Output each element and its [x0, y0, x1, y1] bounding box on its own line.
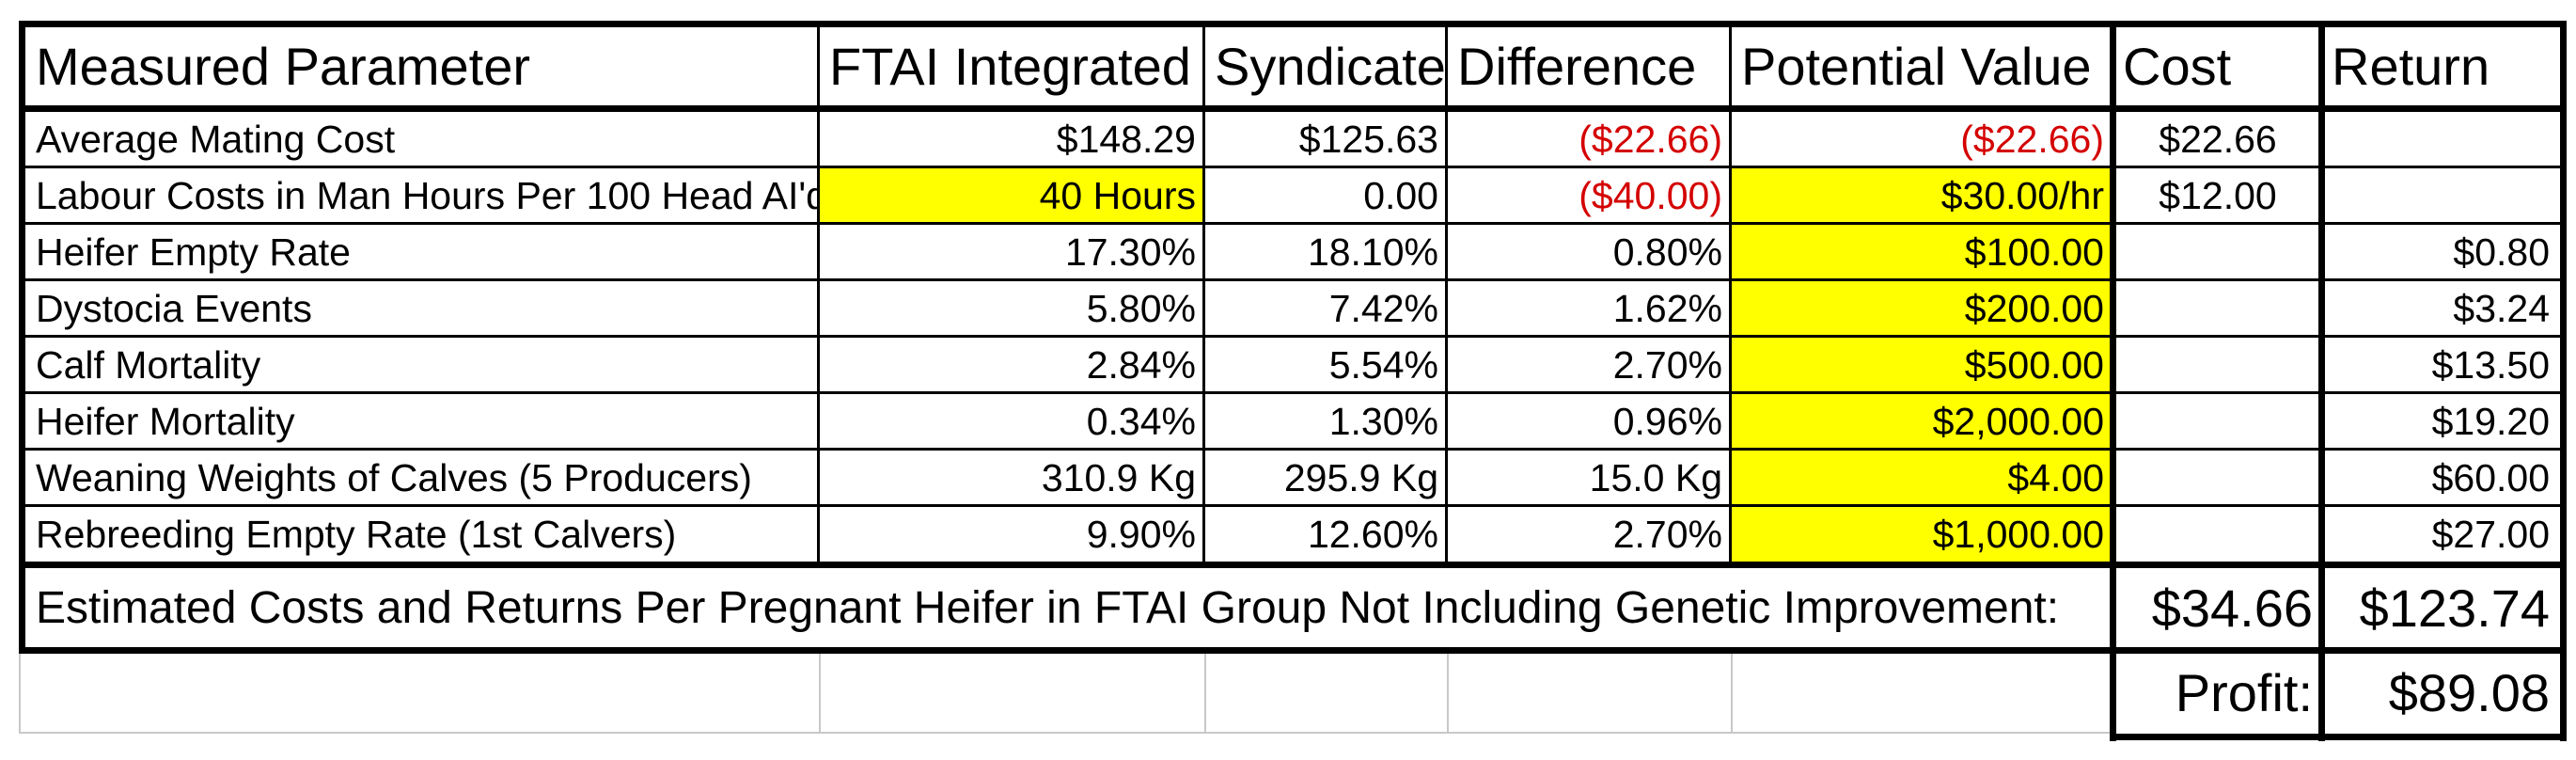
table-row-potential: $500.00 — [1732, 337, 2113, 393]
table-row-ftai: 310.9 Kg — [1041, 455, 1196, 499]
table-row-difference: 2.70% — [1612, 512, 1722, 556]
summary-label: Estimated Costs and Returns Per Pregnant… — [36, 582, 2060, 633]
table-row-return: $60.00 — [2431, 455, 2550, 499]
table-row-param: Labour Costs in Man Hours Per 100 Head A… — [36, 173, 820, 217]
table-row-syndicate: 18.10% — [1307, 230, 1438, 274]
table-row-ftai: 5.80% — [1086, 286, 1196, 330]
row-divider — [19, 448, 2567, 451]
table-row-cost — [2113, 280, 2322, 337]
column-divider — [1445, 21, 1448, 566]
gridline — [19, 653, 21, 734]
table-row-potential: $100.00 — [1732, 224, 2113, 280]
table-row-difference: ($22.66) — [1579, 117, 1722, 161]
table-row-cost — [2113, 224, 2322, 280]
table-row-return: $13.50 — [2431, 342, 2550, 387]
table-row-param: Heifer Mortality — [36, 399, 295, 443]
header-return: Return — [2332, 36, 2490, 96]
row-divider — [19, 335, 2567, 338]
row-divider — [19, 391, 2567, 394]
table-row-cost — [2113, 393, 2322, 450]
table-row-syndicate: 1.30% — [1328, 399, 1438, 443]
profit-right-border — [2560, 647, 2567, 741]
table-row-syndicate: 5.54% — [1328, 342, 1438, 387]
table-row-ftai: 0.34% — [1086, 399, 1196, 443]
header-ftai-integrated: FTAI Integrated — [829, 36, 1191, 96]
table-row-difference: 15.0 Kg — [1589, 455, 1722, 499]
table-row-syndicate: 12.60% — [1307, 512, 1438, 556]
table-row-potential: $4.00 — [1732, 450, 2113, 506]
header-syndicate: Syndicate — [1215, 36, 1446, 96]
table-row-potential: $30.00/hr — [1732, 167, 2113, 224]
table-row-syndicate: 0.00 — [1363, 173, 1438, 217]
header-difference: Difference — [1457, 36, 1697, 96]
table-row-difference: 1.62% — [1612, 286, 1722, 330]
summary-top-divider — [19, 562, 2567, 568]
border-top — [19, 21, 2567, 27]
table-row-cost — [2113, 450, 2322, 506]
table-row-ftai: 40 Hours — [820, 167, 1205, 224]
table-row-difference: 0.96% — [1612, 399, 1722, 443]
profit-bottom-border — [2110, 734, 2567, 740]
summary-bottom-divider — [19, 647, 2567, 654]
summary-cost-total: $34.66 — [2151, 578, 2313, 638]
table-row-syndicate: 7.42% — [1328, 286, 1438, 330]
gridline — [1204, 653, 1206, 734]
table-row-cost — [2113, 337, 2322, 393]
table-row-ftai: 2.84% — [1086, 342, 1196, 387]
table-row-param: Rebreeding Empty Rate (1st Calvers) — [36, 512, 677, 556]
table-row-return: $19.20 — [2431, 399, 2550, 443]
table-row-param: Heifer Empty Rate — [36, 230, 351, 274]
table-row-syndicate: 295.9 Kg — [1283, 455, 1438, 499]
table-row-cost: $12.00 — [2159, 173, 2277, 217]
profit-value: $89.08 — [2388, 662, 2550, 722]
table-row-potential: $2,000.00 — [1732, 393, 2113, 450]
table-row-ftai: 17.30% — [1064, 230, 1196, 274]
header-measured-parameter: Measured Parameter — [36, 36, 531, 96]
table-row-param: Average Mating Cost — [36, 117, 396, 161]
table-row-ftai: 9.90% — [1086, 512, 1196, 556]
table-row-difference: ($40.00) — [1579, 173, 1722, 217]
table-row-return: $27.00 — [2431, 512, 2550, 556]
table-row-potential: ($22.66) — [1960, 117, 2104, 161]
table-row-ftai: $148.29 — [1056, 117, 1196, 161]
gridline — [19, 732, 2113, 734]
gridline — [819, 653, 821, 734]
column-divider — [817, 21, 820, 566]
table-row-param: Calf Mortality — [36, 342, 261, 387]
table-row-potential: $200.00 — [1732, 280, 2113, 337]
header-potential-value: Potential Value — [1741, 36, 2092, 96]
gridline — [1731, 653, 1733, 734]
row-divider — [19, 222, 2567, 225]
table-row-cost: $22.66 — [2159, 117, 2277, 161]
row-divider — [19, 504, 2567, 507]
table-row-difference: 0.80% — [1612, 230, 1722, 274]
row-divider — [19, 278, 2567, 281]
table-row-return: $0.80 — [2453, 230, 2550, 274]
table-row-return — [2322, 167, 2559, 224]
table-row-difference: 2.70% — [1612, 342, 1722, 387]
profit-label: Profit: — [2175, 662, 2313, 722]
table-row-param: Weaning Weights of Calves (5 Producers) — [36, 455, 752, 499]
table-row-potential: $1,000.00 — [1732, 506, 2113, 562]
summary-return-total: $123.74 — [2359, 578, 2550, 638]
gridline — [1447, 653, 1449, 734]
row-divider — [19, 166, 2567, 168]
table-row-return — [2322, 111, 2559, 167]
table-row-return: $3.24 — [2453, 286, 2550, 330]
column-divider — [1729, 21, 1732, 566]
header-cost: Cost — [2123, 36, 2232, 96]
table-row-cost — [2113, 506, 2322, 562]
cost-column-left-border — [2110, 21, 2116, 741]
table-row-syndicate: $125.63 — [1298, 117, 1438, 161]
column-divider — [1202, 21, 1205, 566]
table-row-param: Dystocia Events — [36, 286, 312, 330]
return-column-left-border — [2318, 21, 2325, 741]
header-divider — [19, 105, 2567, 112]
